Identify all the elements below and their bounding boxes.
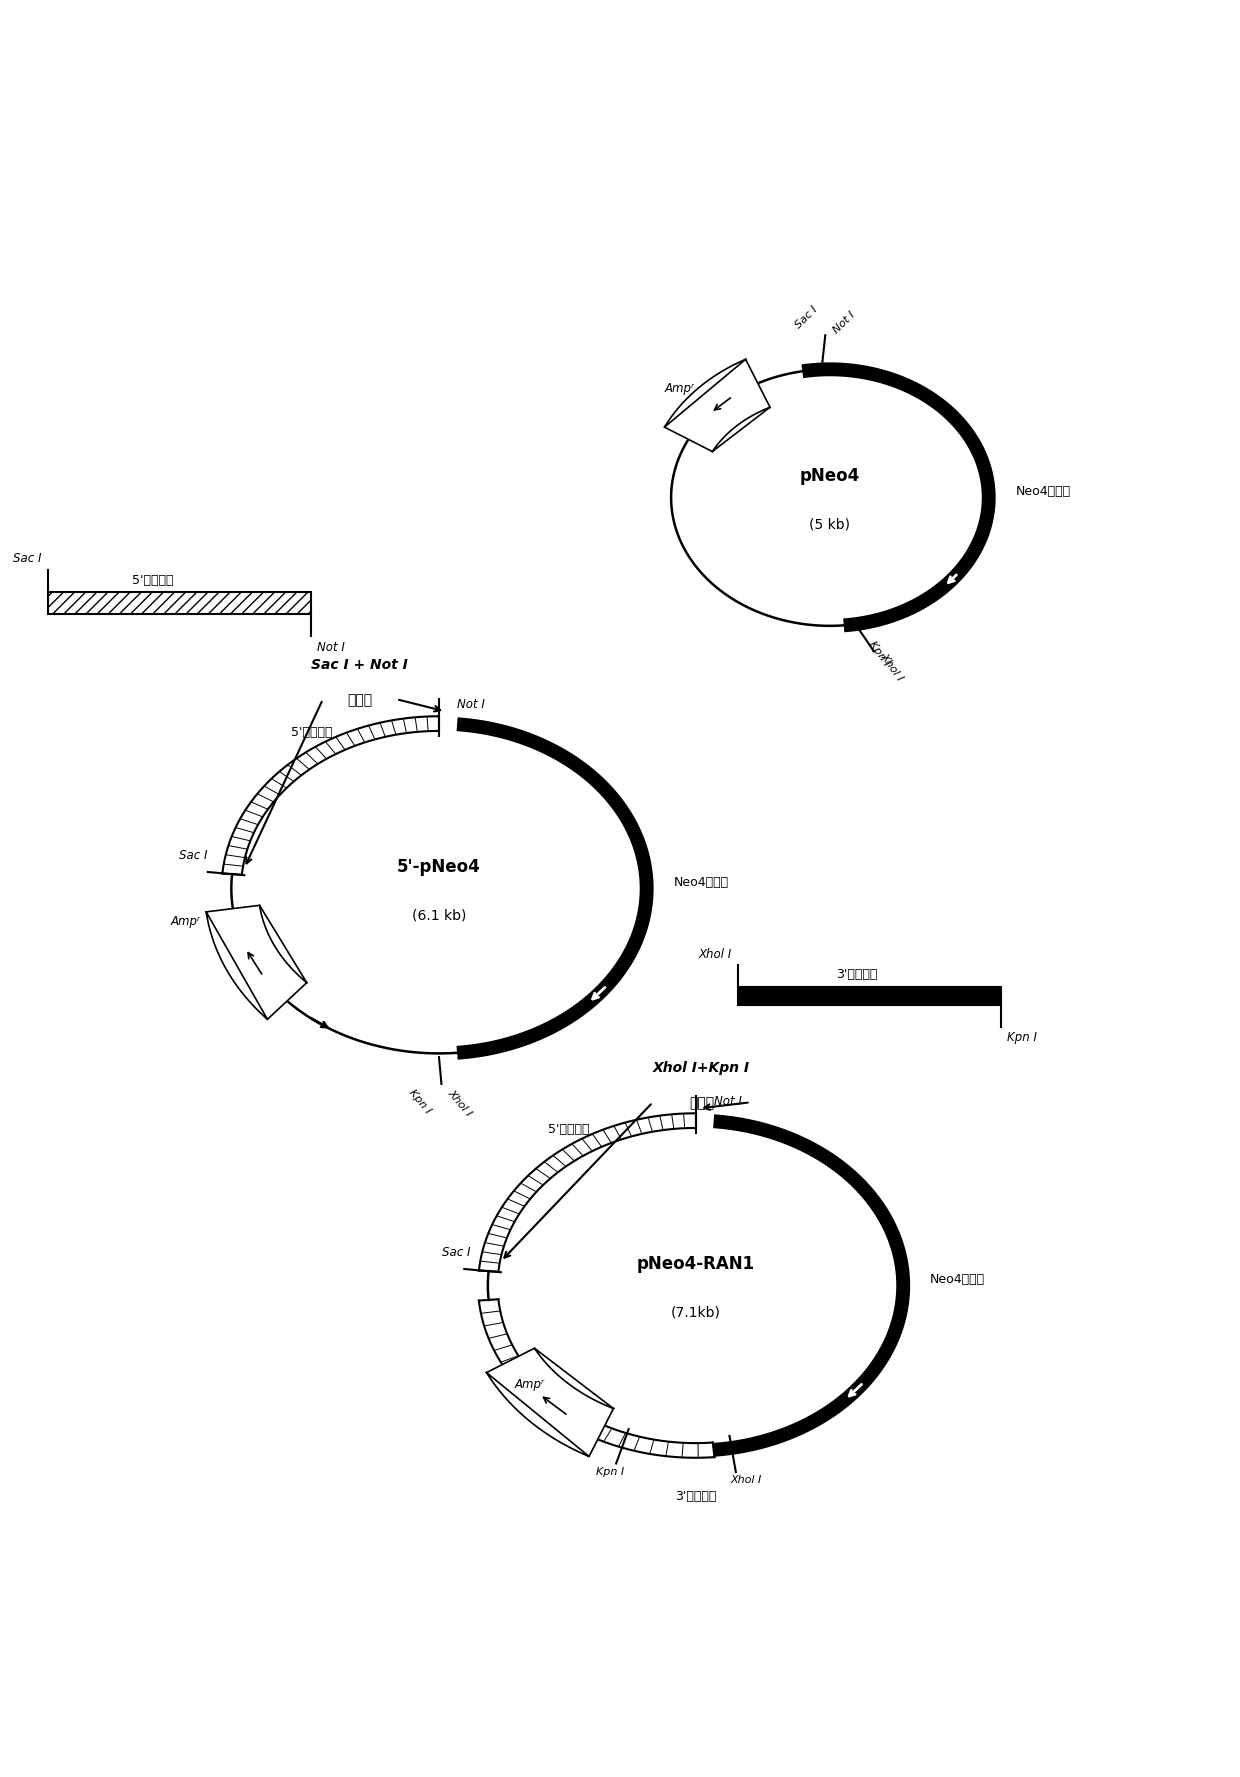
Text: Sac I: Sac I [14, 553, 42, 565]
Polygon shape [206, 904, 306, 1020]
Polygon shape [665, 359, 770, 451]
Text: Kpn I: Kpn I [407, 1088, 433, 1116]
Text: Ampʳ: Ampʳ [515, 1377, 544, 1391]
Text: Sac I: Sac I [441, 1246, 470, 1258]
Text: 5'同源序列: 5'同源序列 [291, 727, 334, 739]
Text: Kpn I: Kpn I [1007, 1031, 1037, 1045]
Text: (7.1kb): (7.1kb) [671, 1306, 720, 1319]
Bar [738, 988, 1001, 1004]
Text: 3'同源序列: 3'同源序列 [675, 1489, 717, 1503]
Polygon shape [486, 1349, 614, 1457]
Text: Sac I + Not I: Sac I + Not I [311, 657, 408, 672]
Text: Not I: Not I [831, 309, 857, 336]
Text: Xhol I: Xhol I [699, 947, 732, 961]
Text: Xhol I: Xhol I [730, 1475, 761, 1486]
Text: Not I: Not I [714, 1095, 742, 1109]
Text: Ampʳ: Ampʳ [665, 382, 694, 394]
Text: 双酶切: 双酶切 [347, 693, 372, 707]
Text: Not I: Not I [317, 640, 345, 654]
Text: pNeo4-RAN1: pNeo4-RAN1 [636, 1255, 755, 1272]
Text: 5'同源序列: 5'同源序列 [133, 574, 174, 586]
Text: Sac I: Sac I [794, 304, 820, 331]
Text: (6.1 kb): (6.1 kb) [412, 908, 466, 922]
Text: Neo4基因盒: Neo4基因盒 [1016, 485, 1070, 498]
Text: Sac I: Sac I [179, 849, 207, 862]
Text: Xhol I: Xhol I [446, 1088, 474, 1118]
Text: Kpn I: Kpn I [867, 640, 892, 668]
Bar [48, 592, 311, 613]
Text: (5 kb): (5 kb) [810, 517, 851, 531]
Text: Xhol I+Kpn I: Xhol I+Kpn I [653, 1061, 750, 1075]
Text: Xhol I: Xhol I [879, 652, 905, 682]
Text: 5'同源序列: 5'同源序列 [548, 1123, 589, 1136]
Text: pNeo4: pNeo4 [800, 467, 861, 485]
Text: Not I: Not I [458, 698, 485, 711]
Text: 3'同源序列: 3'同源序列 [836, 968, 877, 981]
Text: Neo4基因盒: Neo4基因盒 [673, 876, 729, 888]
Text: Ampʳ: Ampʳ [171, 915, 201, 928]
Text: Neo4基因盒: Neo4基因盒 [930, 1272, 986, 1287]
Text: 5'-pNeo4: 5'-pNeo4 [397, 858, 481, 876]
Text: 双酶切: 双酶切 [689, 1096, 714, 1111]
Text: Kpn I: Kpn I [595, 1468, 624, 1477]
